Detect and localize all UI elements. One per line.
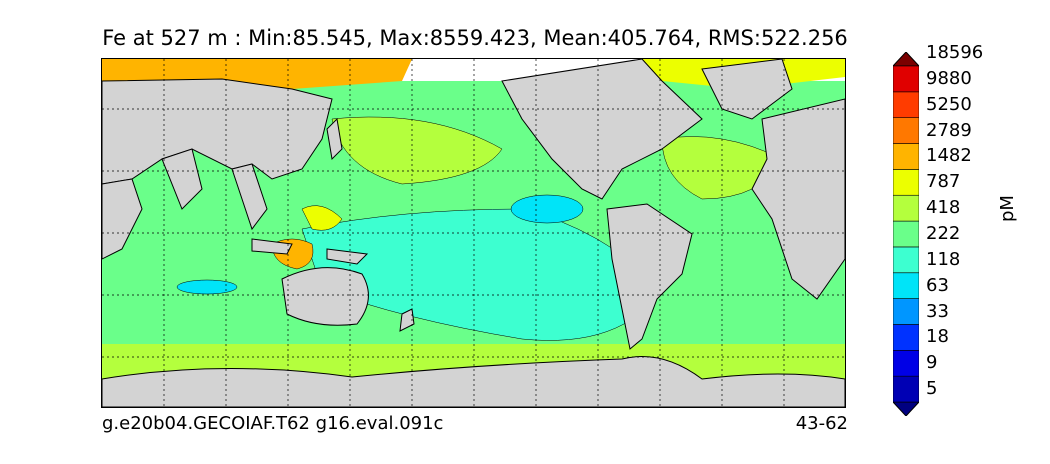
land-indonesia xyxy=(251,238,293,255)
colorbar-tick-label: 222 xyxy=(926,223,961,244)
colorbar-bin xyxy=(893,194,919,222)
case-id-label: g.e20b04.GECOIAF.T62 g16.eval.091c xyxy=(102,413,444,434)
land-australia xyxy=(281,267,369,326)
colorbar-bin xyxy=(893,375,919,403)
colorbar-tick-label: 18 xyxy=(926,326,949,348)
colorbar-extend-low xyxy=(893,401,919,416)
colorbar-tick-label: 63 xyxy=(926,274,949,296)
land-africa-europe xyxy=(751,98,845,300)
colorbar-bin xyxy=(893,220,919,248)
land-south-america xyxy=(606,203,693,350)
world-map xyxy=(101,58,846,408)
colorbar-units-label: pM xyxy=(997,195,1018,222)
colorbar-tick-label: 5250 xyxy=(926,93,972,115)
colorbar-tick-label: 418 xyxy=(926,197,961,219)
land-greenland xyxy=(701,59,793,120)
west-pacific-high xyxy=(301,205,343,231)
plot-title: Fe at 527 m : Min:85.545, Max:8559.423, … xyxy=(102,26,848,50)
land-japan xyxy=(326,117,343,161)
colorbar-bin xyxy=(893,350,919,377)
colorbar-tick-label: 5 xyxy=(926,378,938,400)
colorbar-blocks xyxy=(893,52,919,416)
map-canvas xyxy=(102,59,845,407)
colorbar-bin xyxy=(893,143,919,170)
colorbar-bin xyxy=(893,169,919,196)
land-new-guinea xyxy=(326,248,369,265)
land-africa-east xyxy=(102,178,143,260)
colorbar-bin xyxy=(893,298,919,325)
colorbar xyxy=(893,52,919,416)
colorbar-tick-label: 787 xyxy=(926,171,961,193)
colorbar-bin xyxy=(893,65,919,93)
indian-ocean-minimum xyxy=(176,279,238,295)
colorbar-tick-label: 2789 xyxy=(926,119,972,141)
land-asia xyxy=(102,78,333,185)
colorbar-tick-label: 9 xyxy=(926,352,938,374)
colorbar-extend-high xyxy=(893,52,919,67)
land-se-asia xyxy=(231,163,268,231)
colorbar-tick-label: 1482 xyxy=(926,145,972,167)
graticule xyxy=(102,59,845,407)
arctic-high-iron xyxy=(102,59,412,89)
year-range-label: 43-62 xyxy=(795,413,848,434)
land-north-america xyxy=(501,59,703,200)
colorbar-tick-label: 33 xyxy=(926,300,949,322)
colorbar-bin xyxy=(893,117,919,144)
colorbar-bin xyxy=(893,272,919,299)
colorbar-tick-label: 9880 xyxy=(926,67,972,89)
colorbar-bin xyxy=(893,246,919,274)
colorbar-bin xyxy=(893,91,919,118)
colorbar-tick-label: 18596 xyxy=(926,42,984,64)
pacific-minimum-region xyxy=(510,194,584,224)
land-new-zealand xyxy=(399,308,415,332)
land-india xyxy=(161,148,203,210)
colorbar-bin xyxy=(893,324,919,351)
colorbar-tick-label: 118 xyxy=(926,248,961,270)
